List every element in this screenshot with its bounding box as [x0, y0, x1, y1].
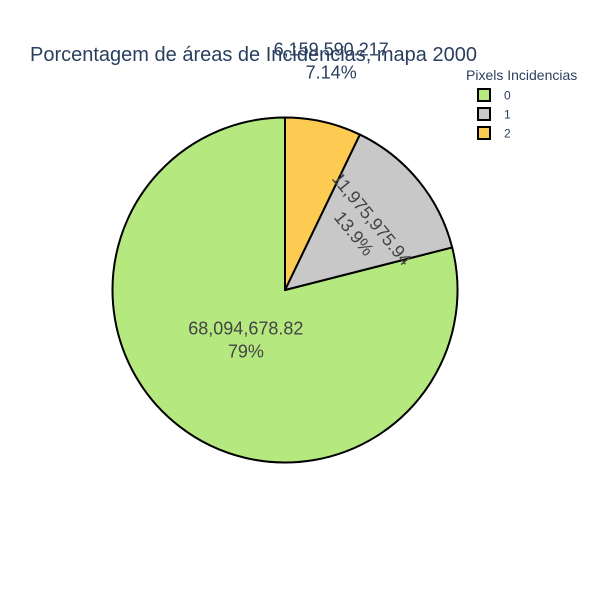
- slice-label-0: 68,094,678.82 79%: [188, 318, 303, 361]
- slice-percent-label: 79%: [228, 341, 264, 361]
- legend-swatch-0[interactable]: [477, 88, 491, 102]
- legend-title: Pixels Incidencias: [466, 67, 577, 83]
- pie-slice-2: [284, 116, 361, 291]
- pie-slice-1: [284, 133, 454, 291]
- chart-title: Porcentagem de áreas de Incidencias, map…: [30, 44, 477, 66]
- legend-swatch-2[interactable]: [477, 126, 491, 140]
- slice-label-2: 6,159,590.217 7.14%: [274, 39, 389, 82]
- pie-slices: [111, 116, 459, 464]
- legend-label-0[interactable]: 0: [504, 89, 511, 103]
- legend-label-2[interactable]: 2: [504, 127, 511, 141]
- legend-swatch-1[interactable]: [477, 107, 491, 121]
- legend-label-1[interactable]: 1: [504, 108, 511, 122]
- slice-value-label: 6,159,590.217: [274, 39, 389, 59]
- slice-value-label: 68,094,678.82: [188, 318, 303, 338]
- slice-percent-label: 7.14%: [306, 62, 357, 82]
- legend: Pixels Incidencias 0 1 2: [466, 67, 577, 141]
